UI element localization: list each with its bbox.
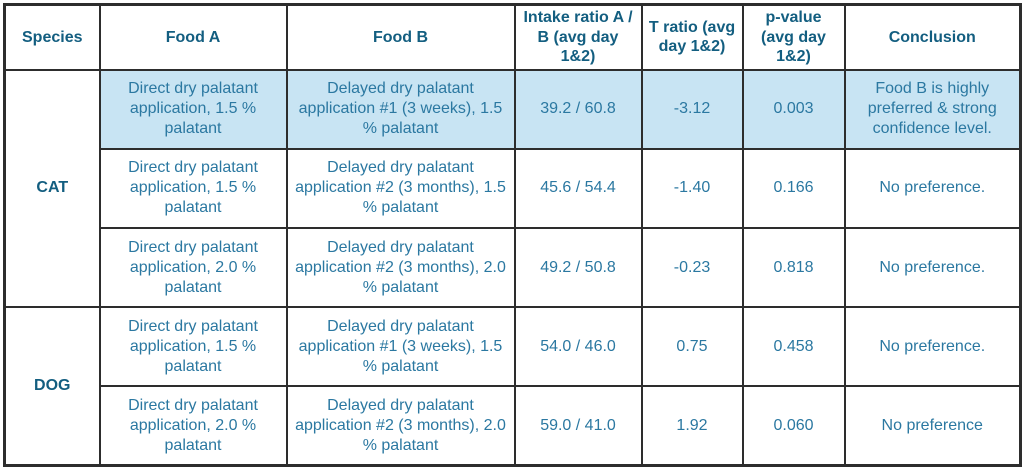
cell-p-value: 0.060 [741,385,846,467]
cell-intake-ratio: 59.0 / 41.0 [513,385,643,467]
table-row: Direct dry palatant application, 1.5 % p… [5,147,1022,229]
cell-intake-ratio: 49.2 / 50.8 [513,226,643,309]
header-row: Species Food A Food B Intake ratio A / B… [3,3,1022,71]
species-cell-dog: DOG [3,306,101,467]
cell-food-b: Delayed dry palatant application #2 (3 m… [285,226,516,309]
cell-food-a: Direct dry palatant application, 2.0 % p… [98,385,288,467]
cell-food-b: Delayed dry palatant application #1 (3 w… [285,306,516,388]
table-row: Direct dry palatant application, 2.0 % p… [5,385,1022,467]
cell-intake-ratio: 39.2 / 60.8 [513,68,643,150]
table-row: Direct dry palatant application, 2.0 % p… [5,226,1022,309]
cell-food-a: Direct dry palatant application, 1.5 % p… [98,68,288,150]
cell-p-value: 0.818 [741,226,846,309]
cell-intake-ratio: 54.0 / 46.0 [513,306,643,388]
cell-food-a: Direct dry palatant application, 1.5 % p… [98,147,288,229]
cell-t-ratio: -1.40 [640,147,744,229]
species-cell-cat: CAT [3,68,101,309]
cell-p-value: 0.458 [741,306,846,388]
header-food-b: Food B [285,3,516,71]
header-t-ratio: T ratio (avg day 1&2) [640,3,744,71]
header-food-a: Food A [98,3,288,71]
table-row: CAT Direct dry palatant application, 1.5… [3,68,1022,309]
cell-conclusion: Food B is highly preferred & strong conf… [843,68,1022,150]
cell-t-ratio: 0.75 [640,306,744,388]
cell-food-b: Delayed dry palatant application #1 (3 w… [285,68,516,150]
cell-p-value: 0.003 [741,68,846,150]
palatability-results-table: Species Food A Food B Intake ratio A / B… [3,3,1022,467]
header-intake-ratio: Intake ratio A / B (avg day 1&2) [513,3,643,71]
cell-t-ratio: -3.12 [640,68,744,150]
cell-p-value: 0.166 [741,147,846,229]
header-p-value: p-value (avg day 1&2) [741,3,846,71]
cell-food-b: Delayed dry palatant application #2 (3 m… [285,385,516,467]
cell-t-ratio: 1.92 [640,385,744,467]
cell-conclusion: No preference. [843,306,1022,388]
cell-intake-ratio: 45.6 / 54.4 [513,147,643,229]
cell-food-b: Delayed dry palatant application #2 (3 m… [285,147,516,229]
cell-conclusion: No preference. [843,147,1022,229]
cell-conclusion: No preference [843,385,1022,467]
header-conclusion: Conclusion [843,3,1022,71]
cell-conclusion: No preference. [843,226,1022,309]
header-species: Species [3,3,101,71]
cell-food-a: Direct dry palatant application, 1.5 % p… [98,306,288,388]
cell-t-ratio: -0.23 [640,226,744,309]
cell-food-a: Direct dry palatant application, 2.0 % p… [98,226,288,309]
table-row: DOG Direct dry palatant application, 1.5… [3,306,1022,467]
